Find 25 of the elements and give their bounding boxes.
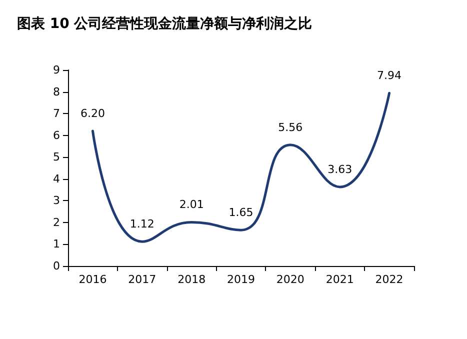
y-tick-label: 8 — [53, 85, 60, 98]
y-tick-label: 1 — [53, 238, 60, 251]
data-label: 6.20 — [80, 106, 105, 120]
y-tick-label: 5 — [53, 150, 60, 164]
data-label: 1.12 — [130, 218, 154, 231]
data-label: 3.63 — [328, 162, 352, 176]
y-tick-label: 9 — [53, 64, 60, 76]
x-tick-label: 2022 — [375, 273, 404, 286]
x-tick-label: 2017 — [128, 273, 156, 286]
x-tick-label: 2016 — [78, 273, 107, 286]
data-label: 1.65 — [228, 206, 254, 220]
y-tick-label: 3 — [53, 194, 60, 208]
data-label: 2.01 — [179, 198, 204, 212]
y-tick-label: 4 — [53, 172, 60, 186]
data-label: 5.56 — [278, 120, 303, 134]
y-tick-label: 6 — [53, 128, 60, 142]
data-label: 7.94 — [377, 69, 402, 82]
y-tick-label: 7 — [53, 107, 60, 120]
x-tick-label: 2019 — [227, 273, 255, 286]
y-tick-label: 2 — [53, 216, 60, 229]
y-tick-label: 0 — [53, 260, 60, 272]
x-tick-label: 2020 — [276, 273, 304, 286]
x-tick-label: 2021 — [326, 273, 354, 286]
x-tick-label: 2018 — [178, 273, 206, 286]
chart-title: 图表 10 公司经营性现金流量净额与净利润之比 — [17, 15, 312, 32]
